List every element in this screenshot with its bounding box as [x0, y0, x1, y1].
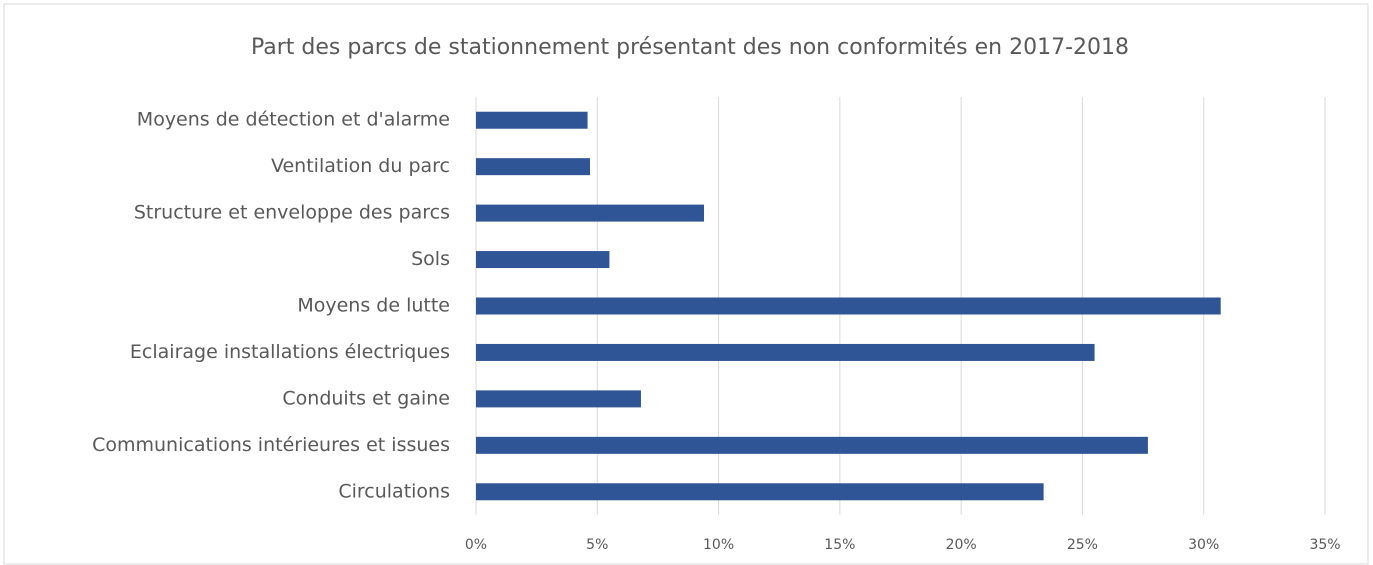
y-tick-label: Moyens de lutte — [297, 295, 450, 317]
bar — [476, 158, 591, 176]
chart-title: Part des parcs de stationnement présenta… — [251, 35, 1129, 60]
bar — [476, 297, 1221, 315]
bar — [476, 111, 588, 129]
y-tick-label: Circulations — [338, 480, 450, 502]
y-tick-label: Communications intérieures et issues — [92, 434, 450, 456]
bar — [476, 390, 641, 408]
bar — [476, 483, 1044, 501]
x-tick-label: 30% — [1188, 537, 1219, 553]
bar — [476, 436, 1148, 454]
x-tick-label: 5% — [586, 537, 608, 553]
y-tick-label: Conduits et gaine — [282, 387, 450, 409]
x-tick-label: 15% — [824, 537, 855, 553]
y-tick-label: Sols — [411, 248, 450, 270]
bar — [476, 251, 610, 269]
x-tick-label: 35% — [1309, 537, 1340, 553]
y-tick-label: Structure et enveloppe des parcs — [134, 202, 450, 224]
x-tick-label: 10% — [703, 537, 734, 553]
y-tick-label: Eclairage installations électriques — [130, 341, 450, 363]
chart-border — [3, 3, 1369, 565]
y-tick-label: Moyens de détection et d'alarme — [137, 109, 450, 131]
x-tick-label: 0% — [465, 537, 487, 553]
x-tick-label: 25% — [1067, 537, 1098, 553]
bar — [476, 343, 1095, 361]
y-tick-label: Ventilation du parc — [271, 155, 450, 177]
x-tick-label: 20% — [946, 537, 977, 553]
bar — [476, 204, 705, 222]
